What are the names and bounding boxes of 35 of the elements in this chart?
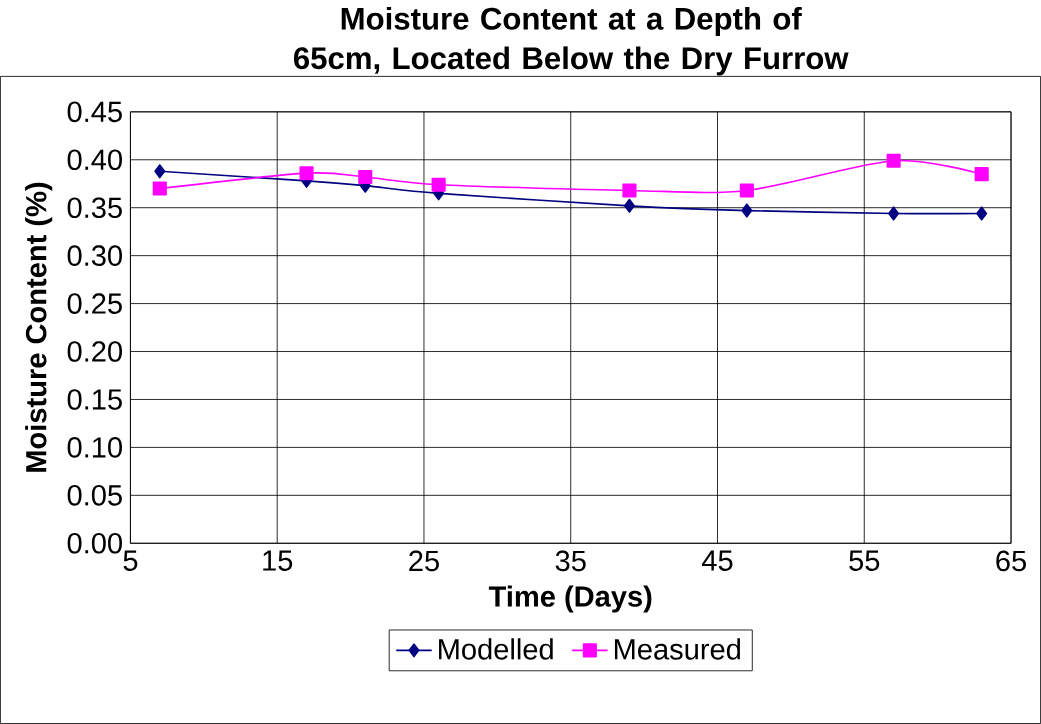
point	[358, 170, 373, 185]
point	[154, 164, 166, 179]
point	[152, 181, 167, 196]
y-axis-title: Moisture Content (%)	[25, 182, 53, 472]
y-tick-label: 0.00	[67, 532, 122, 554]
y-tick-label: 0.05	[67, 485, 122, 506]
x-tick-label: 35	[555, 550, 586, 572]
x-tick-label: 55	[849, 550, 880, 571]
y-tick-label: 0.25	[67, 293, 122, 314]
point	[886, 153, 901, 168]
x-axis-title: Time (Days)	[488, 585, 652, 613]
y-tick-label: 0.20	[67, 341, 122, 362]
chart-title: Moisture Content at a Depth of 65cm, Located Below the Dry Furrow	[294, 6, 849, 76]
y-tick-label: 0.35	[67, 197, 122, 219]
x-tick-label: 25	[409, 550, 439, 572]
point	[622, 183, 637, 198]
y-tick-label: 0.45	[67, 101, 122, 123]
point	[974, 167, 989, 182]
point	[431, 177, 446, 192]
point	[299, 166, 314, 181]
point	[741, 203, 753, 218]
x-tick-label: 5	[123, 550, 138, 571]
x-tick-label: 65	[996, 550, 1026, 572]
y-tick-label: 0.40	[67, 149, 122, 171]
point	[888, 206, 900, 221]
y-tick-label: 0.10	[67, 437, 122, 458]
y-tick-label: 0.15	[67, 389, 122, 410]
x-tick-label: 15	[263, 550, 293, 571]
point	[623, 198, 635, 213]
legend-label: Measured	[614, 638, 740, 660]
x-tick-label: 45	[701, 550, 733, 571]
point	[976, 206, 988, 221]
point	[739, 183, 754, 198]
legend-label: Modelled	[439, 638, 553, 660]
y-tick-label: 0.30	[67, 245, 122, 266]
